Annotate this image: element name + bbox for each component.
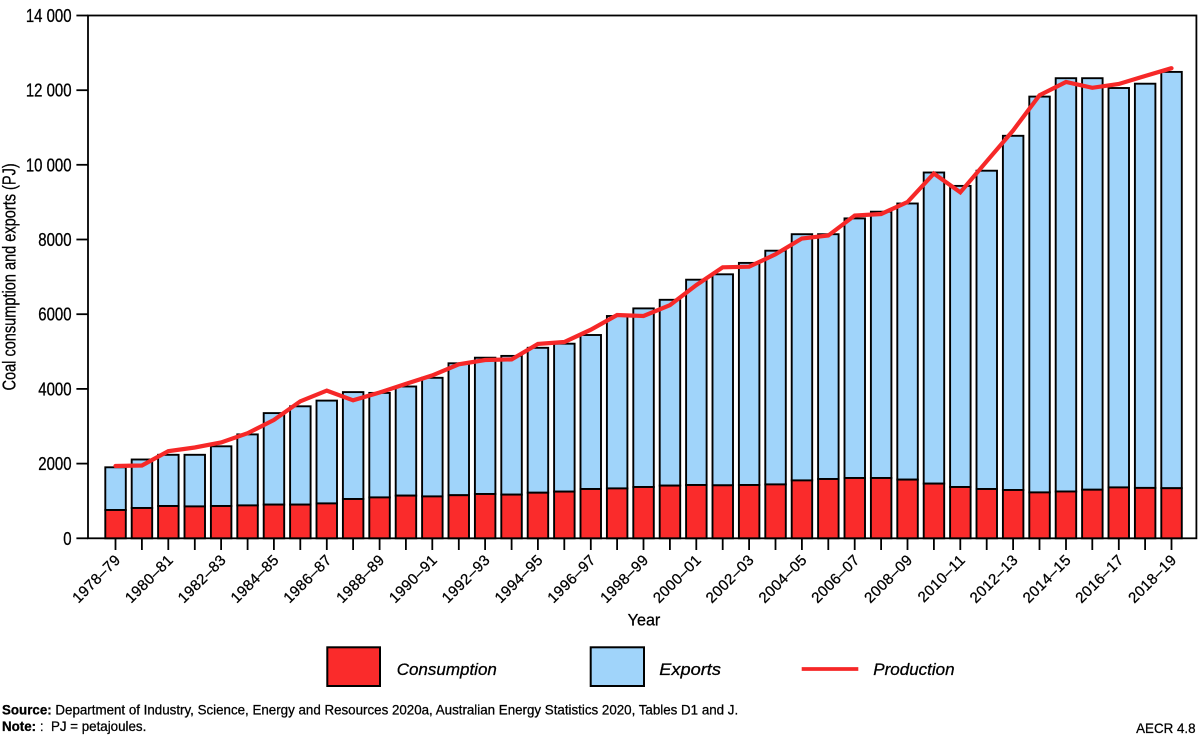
svg-text:Consumption: Consumption <box>397 660 497 679</box>
svg-text:Production: Production <box>873 660 954 679</box>
svg-text:Note: : PJ = petajoules.: Note: : PJ = petajoules. <box>2 719 146 734</box>
svg-text:Source: Department of Industry: Source: Department of Industry, Science,… <box>2 702 738 717</box>
svg-text:Exports: Exports <box>659 660 721 679</box>
svg-text:8000: 8000 <box>38 230 71 251</box>
svg-text:10 000: 10 000 <box>26 155 72 176</box>
svg-text:2000: 2000 <box>38 454 71 475</box>
svg-text:6000: 6000 <box>38 304 71 325</box>
svg-text:14 000: 14 000 <box>26 6 72 27</box>
svg-text:Coal consumption and exports (: Coal consumption and exports (PJ) <box>0 163 20 390</box>
svg-text:Year: Year <box>628 610 661 629</box>
svg-text:AECR 4.8: AECR 4.8 <box>1136 721 1196 736</box>
svg-text:4000: 4000 <box>38 379 71 400</box>
svg-text:12 000: 12 000 <box>26 80 72 101</box>
svg-text:0: 0 <box>63 528 71 549</box>
